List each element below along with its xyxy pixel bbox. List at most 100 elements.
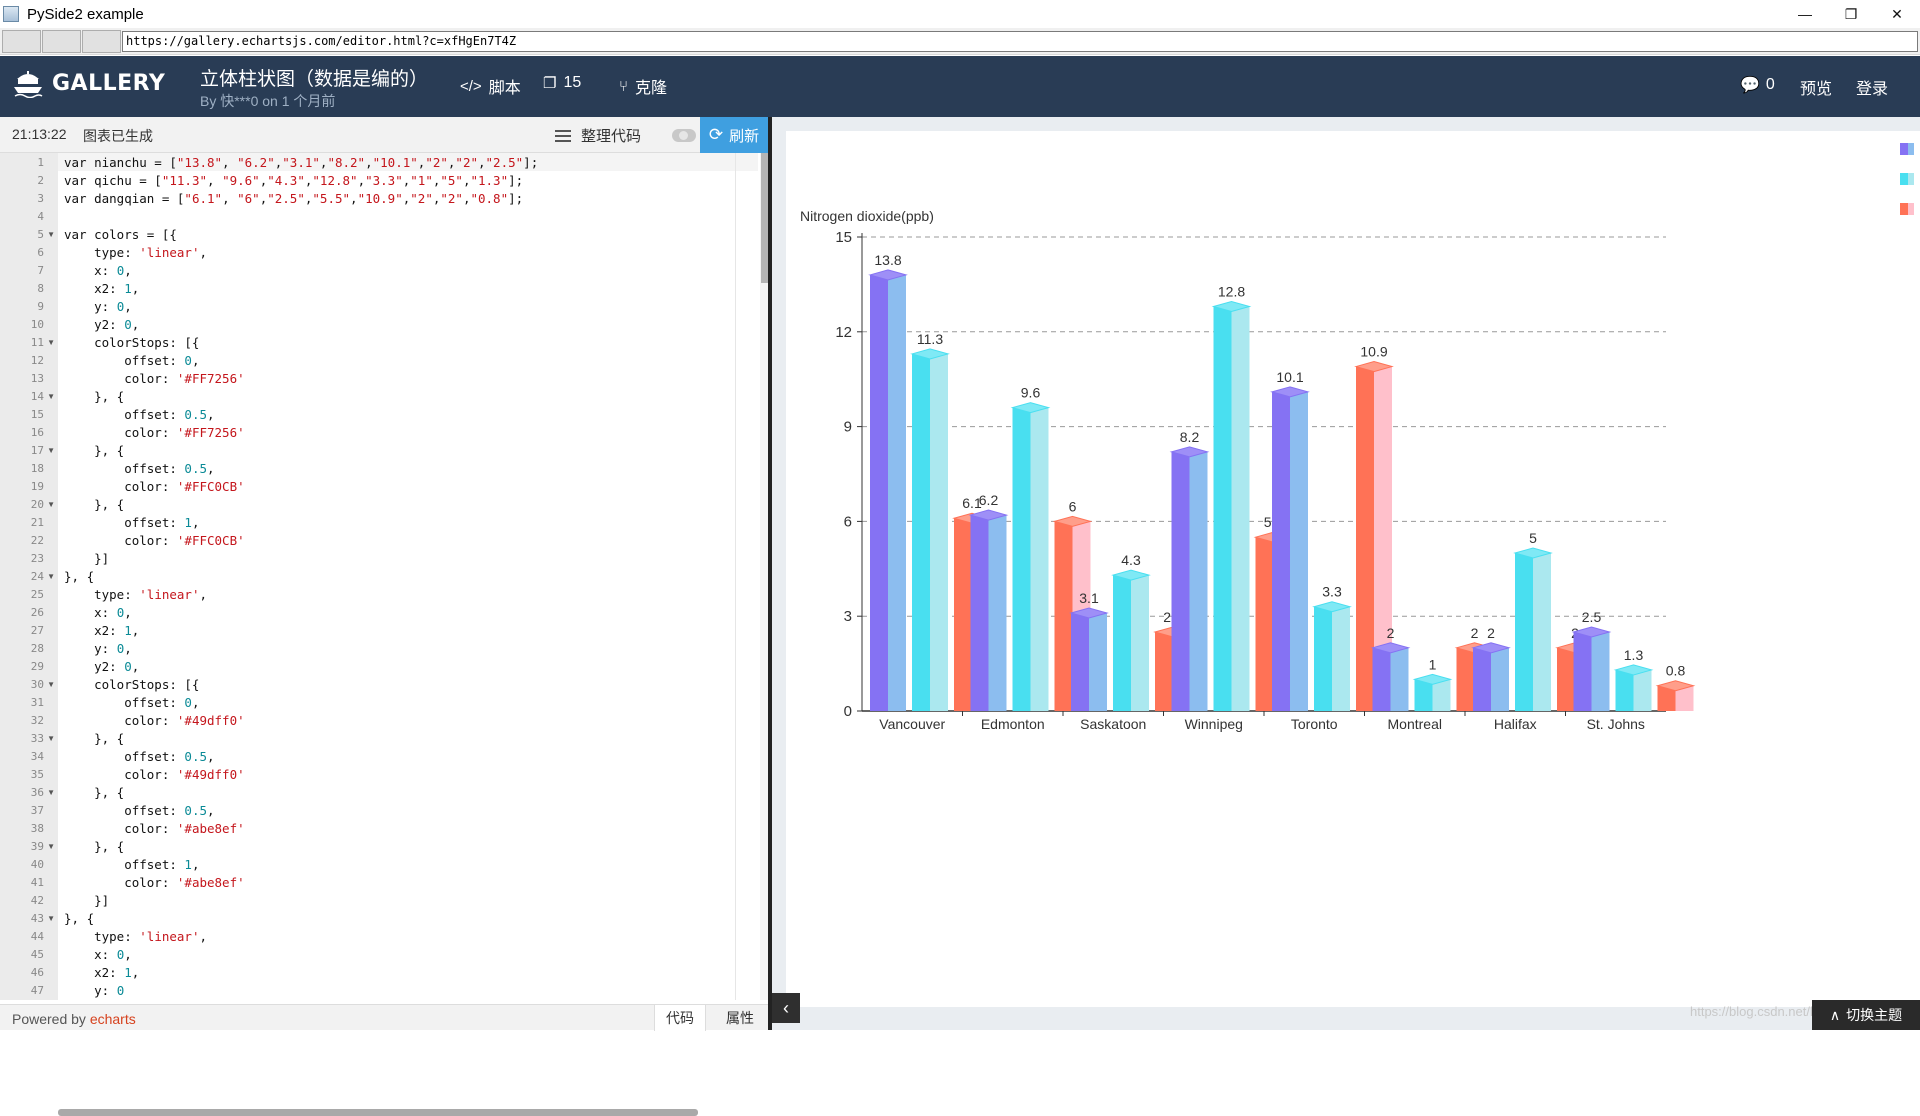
bar-front-face [1155, 632, 1173, 711]
code-line: color: '#FFC0CB' [64, 479, 245, 494]
code-line: x2: 1, [64, 281, 140, 296]
bar-side-face [988, 515, 1007, 711]
clone-button[interactable]: ⑂ 克隆 [619, 74, 667, 98]
bar-value-label: 12.8 [1218, 284, 1245, 300]
bar-chart[interactable]: Nitrogen dioxide(ppb)03691215Vancouver13… [786, 131, 1920, 1007]
code-line: type: 'linear', [64, 245, 208, 260]
line-number: 30 [30, 678, 44, 691]
back-button[interactable] [2, 30, 41, 53]
x-tick-label: Edmonton [981, 716, 1045, 732]
bar-side-face [1131, 575, 1149, 711]
fold-toggle-icon[interactable]: ▼ [47, 734, 55, 743]
code-line: var qichu = ["11.3", "9.6","4.3","12.8",… [64, 173, 524, 188]
fold-toggle-icon[interactable]: ▼ [47, 392, 55, 401]
vertical-scrollbar-thumb[interactable] [761, 153, 768, 283]
y-tick-label: 12 [835, 324, 852, 341]
preview-button[interactable]: 预览 [1800, 81, 1833, 98]
bar-top-face [1270, 386, 1310, 398]
forward-button[interactable] [42, 30, 81, 53]
fold-toggle-icon[interactable]: ▼ [47, 230, 55, 239]
bar [1010, 402, 1051, 711]
code-line: type: 'linear', [64, 929, 208, 944]
project-subtitle: By 快***0 on 1 个月前 [200, 93, 336, 109]
code-line: x: 0, [64, 605, 132, 620]
legend-marker [1900, 173, 1908, 185]
bar-front-face [1314, 606, 1332, 711]
bar-value-label: 3.3 [1322, 584, 1342, 600]
echarts-link[interactable]: echarts [89, 1011, 136, 1027]
code-line: }, { [64, 497, 125, 512]
login-button[interactable]: 登录 [1856, 81, 1889, 98]
line-number: 21 [30, 516, 44, 529]
line-number: 27 [30, 624, 44, 637]
code-line: offset: 0.5, [64, 407, 215, 422]
bar-top-face [1169, 446, 1210, 458]
bar-top-face [1052, 515, 1093, 527]
bar-side-face [1390, 647, 1409, 711]
line-number: 7 [37, 264, 44, 277]
switch-theme-button[interactable]: ∧ 切换主题 [1812, 1000, 1920, 1030]
collapse-editor-button[interactable]: ‹ [772, 993, 800, 1023]
fold-toggle-icon[interactable]: ▼ [47, 338, 55, 347]
bar-value-label: 8.2 [1180, 429, 1200, 445]
app-icon [3, 6, 19, 22]
script-button[interactable]: </> 脚本 [460, 74, 521, 98]
auto-run-toggle[interactable] [672, 129, 696, 142]
code-line: var nianchu = ["13.8", "6.2","3.1","8.2"… [64, 155, 539, 170]
minimize-button[interactable]: — [1798, 6, 1812, 22]
comments-button[interactable]: 💬 0 [1740, 75, 1775, 95]
reload-button[interactable] [82, 30, 121, 53]
editor-footer: Powered by echarts 代码 属性 [0, 1004, 768, 1031]
format-label: 整理代码 [581, 128, 642, 145]
x-tick-label: Saskatoon [1080, 716, 1146, 732]
line-number: 12 [30, 354, 44, 367]
refresh-button[interactable]: ⟳ 刷新 [700, 117, 768, 153]
bar-front-face [1255, 537, 1274, 711]
project-title: 立体柱状图（数据是编的） [200, 69, 429, 90]
bar-front-face [970, 515, 989, 711]
line-number: 28 [30, 642, 44, 655]
code-line: offset: 0, [64, 695, 200, 710]
tab-code[interactable]: 代码 [654, 1005, 706, 1031]
y-axis-label: Nitrogen dioxide(ppb) [800, 208, 934, 224]
fold-toggle-icon[interactable]: ▼ [47, 446, 55, 455]
bar-front-face [1657, 685, 1676, 711]
line-number: 6 [37, 246, 44, 259]
fold-toggle-icon[interactable]: ▼ [47, 500, 55, 509]
x-tick-label: Halifax [1494, 716, 1537, 732]
code-editor[interactable]: 1 2 3 4 5 ▼ 6 7 8 9 10 11 ▼ 12 13 14 ▼ 15 16 17 ▼ 18 19 20 ▼ 21 22… [0, 153, 768, 1000]
y-tick-label: 6 [844, 513, 852, 530]
bar-value-label: 10.1 [1276, 369, 1303, 385]
line-number: 43 [30, 912, 44, 925]
close-button[interactable]: ✕ [1891, 5, 1903, 22]
editor-toolbar: 21:13:22 图表已生成 整理代码 ⟳ 刷新 [0, 117, 768, 153]
format-icon [555, 129, 571, 142]
fork-count-button[interactable]: ❐ 15 [543, 74, 581, 92]
legend-marker [1908, 173, 1914, 185]
fold-toggle-icon[interactable]: ▼ [47, 680, 55, 689]
y-tick-label: 15 [835, 229, 852, 246]
window-titlebar: PySide2 example — ❐ ✕ [0, 0, 1920, 28]
code-line: color: '#FFC0CB' [64, 533, 245, 548]
fold-toggle-icon[interactable]: ▼ [47, 914, 55, 923]
chevron-up-icon: ∧ [1829, 1006, 1841, 1023]
vertical-scrollbar-track[interactable] [760, 153, 768, 1000]
code-line: offset: 0.5, [64, 803, 215, 818]
code-icon: </> [460, 77, 482, 95]
restore-button[interactable]: ❐ [1844, 5, 1858, 22]
pane-divider[interactable] [768, 117, 772, 1030]
format-code-button[interactable]: 整理代码 [555, 125, 641, 146]
y-tick-label: 0 [844, 703, 852, 720]
bar [1513, 547, 1553, 711]
horizontal-scrollbar-thumb[interactable] [58, 1109, 698, 1116]
fold-toggle-icon[interactable]: ▼ [47, 842, 55, 851]
x-tick-label: Toronto [1291, 716, 1338, 732]
gallery-logo[interactable]: GALLERY [12, 68, 165, 98]
tab-properties[interactable]: 属性 [726, 1010, 754, 1026]
code-line: x: 0, [64, 263, 132, 278]
window-title: PySide2 example [27, 5, 144, 23]
legend-marker [1900, 203, 1908, 215]
url-input[interactable]: https://gallery.echartsjs.com/editor.htm… [122, 31, 1918, 52]
fold-toggle-icon[interactable]: ▼ [47, 788, 55, 797]
fold-toggle-icon[interactable]: ▼ [47, 572, 55, 581]
